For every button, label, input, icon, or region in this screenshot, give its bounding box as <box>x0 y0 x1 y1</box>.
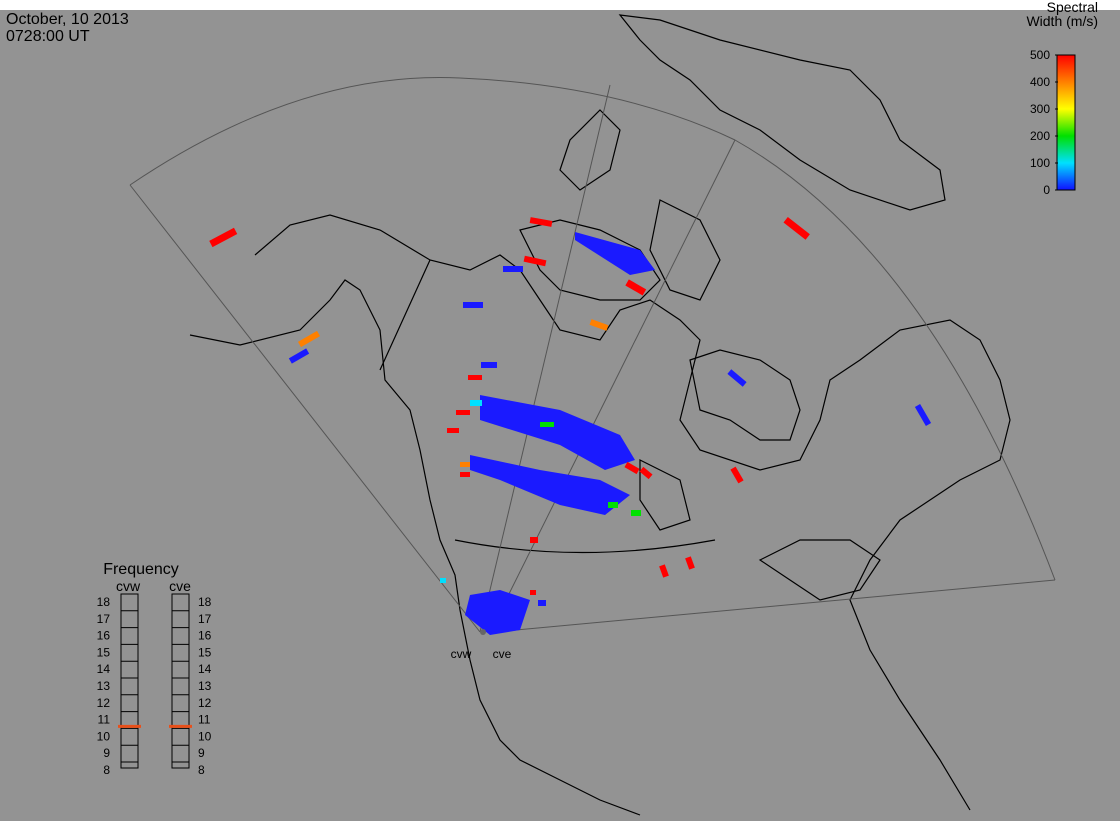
colorbar-tick-label: 0 <box>1043 183 1050 197</box>
frequency-tick-label: 12 <box>198 696 212 710</box>
frequency-title: Frequency <box>103 561 179 578</box>
station-label: cve <box>493 647 512 661</box>
frequency-tick-label: 16 <box>97 629 111 643</box>
radar-echoes <box>209 217 932 635</box>
colorbar-tick-label: 500 <box>1030 48 1050 62</box>
frequency-tick-label: 9 <box>198 746 205 760</box>
frequency-tick-label: 8 <box>103 763 110 777</box>
colorbar-title: Spectral <box>1047 0 1098 15</box>
frequency-tick-label: 17 <box>198 612 212 626</box>
frequency-tick-label: 8 <box>198 763 205 777</box>
time: 0728:00 UT <box>6 28 90 45</box>
frequency-tick-label: 16 <box>198 629 212 643</box>
fields-of-view <box>129 76 1056 633</box>
frequency-tick-label: 15 <box>97 645 111 659</box>
colorbar-title: Width (m/s) <box>1026 13 1098 29</box>
frequency-tick-label: 12 <box>97 696 111 710</box>
colorbar-tick-label: 400 <box>1030 75 1050 89</box>
frequency-tick-label: 11 <box>98 713 111 727</box>
colorbar-tick-label: 200 <box>1030 129 1050 143</box>
frequency-tick-label: 10 <box>97 729 111 743</box>
frequency-tick-label: 9 <box>103 746 110 760</box>
frequency-tick-label: 13 <box>198 679 212 693</box>
date: October, 10 2013 <box>6 11 129 28</box>
station-label: cvw <box>451 647 472 661</box>
colorbar-tick-label: 100 <box>1030 156 1050 170</box>
colorbar <box>1056 54 1076 191</box>
panel-label: cvw <box>116 578 141 594</box>
frequency-tick-label: 14 <box>198 662 212 676</box>
frequency-tick-label: 14 <box>97 662 111 676</box>
frequency-tick-label: 18 <box>97 595 111 609</box>
frequency-tick-label: 13 <box>97 679 111 693</box>
frequency-tick-label: 17 <box>97 612 111 626</box>
frequency-tick-label: 15 <box>198 645 212 659</box>
radar-site <box>480 629 486 635</box>
frequency-tick-label: 10 <box>198 729 212 743</box>
frequency-tick-label: 18 <box>198 595 212 609</box>
frequency-tick-label: 11 <box>198 713 211 727</box>
colorbar-tick-label: 300 <box>1030 102 1050 116</box>
panel-label: cve <box>169 578 191 594</box>
coastlines <box>189 14 1011 816</box>
